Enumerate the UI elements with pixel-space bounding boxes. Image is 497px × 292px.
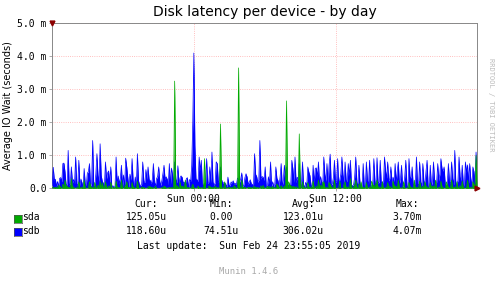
Title: Disk latency per device - by day: Disk latency per device - by day <box>153 6 377 19</box>
Text: 125.05u: 125.05u <box>126 213 167 223</box>
Text: 123.01u: 123.01u <box>283 213 324 223</box>
Text: 118.60u: 118.60u <box>126 226 167 236</box>
Text: 306.02u: 306.02u <box>283 226 324 236</box>
Text: sdb: sdb <box>22 226 40 236</box>
Text: Avg:: Avg: <box>291 199 315 209</box>
Text: Last update:  Sun Feb 24 23:55:05 2019: Last update: Sun Feb 24 23:55:05 2019 <box>137 241 360 251</box>
Text: RRDTOOL / TOBI OETIKER: RRDTOOL / TOBI OETIKER <box>488 58 494 152</box>
Text: Cur:: Cur: <box>135 199 159 209</box>
Text: 3.70m: 3.70m <box>393 213 422 223</box>
Y-axis label: Average IO Wait (seconds): Average IO Wait (seconds) <box>3 41 13 170</box>
Text: sda: sda <box>22 213 40 223</box>
Text: Munin 1.4.6: Munin 1.4.6 <box>219 267 278 277</box>
Text: Max:: Max: <box>396 199 419 209</box>
Text: 0.00: 0.00 <box>209 213 233 223</box>
Text: 4.07m: 4.07m <box>393 226 422 236</box>
Text: 74.51u: 74.51u <box>204 226 239 236</box>
Text: Min:: Min: <box>209 199 233 209</box>
